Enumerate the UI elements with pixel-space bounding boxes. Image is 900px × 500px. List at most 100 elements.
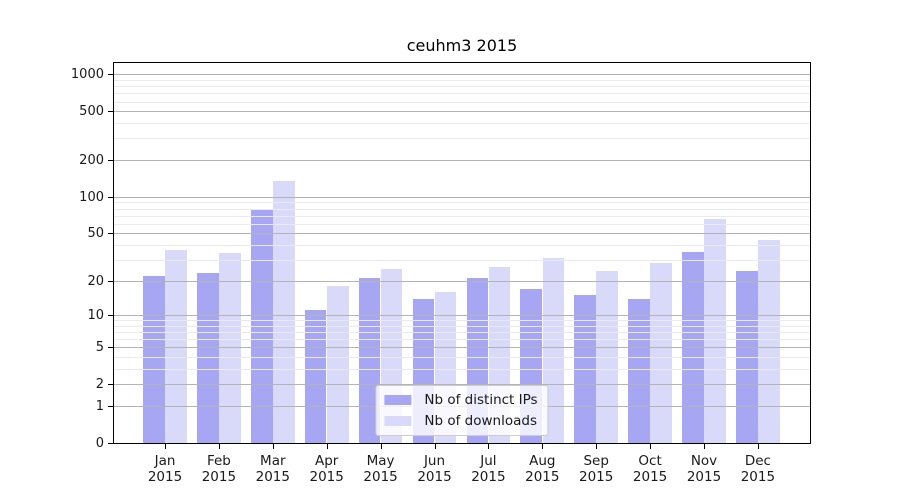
x-tick-label: Apr 2015: [292, 453, 362, 485]
legend-item-downloads: Nb of downloads: [384, 413, 537, 429]
year-label: 2015: [579, 469, 614, 485]
y-tick-label: 50: [87, 226, 104, 242]
minor-gridline: [114, 202, 810, 204]
x-tick-label: May 2015: [346, 453, 416, 485]
y-tick-label: 2: [95, 377, 104, 393]
x-tick-mark: [704, 444, 705, 449]
year-label: 2015: [686, 469, 722, 485]
major-gridline: [114, 111, 810, 113]
major-gridline: [114, 384, 810, 386]
month-label: Aug: [529, 453, 556, 469]
y-tick-mark: [108, 384, 113, 386]
month-label: Feb: [206, 453, 231, 469]
bar-downloads-mar: [273, 181, 295, 443]
y-tick-label: 1: [95, 399, 104, 415]
x-tick-label: Aug 2015: [507, 453, 577, 485]
major-gridline: [114, 196, 810, 198]
x-tick-label: Dec 2015: [723, 453, 793, 485]
x-tick-mark: [650, 444, 652, 449]
x-tick-label: Jul 2015: [453, 453, 523, 485]
year-label: 2015: [740, 469, 776, 485]
major-gridline: [114, 347, 810, 349]
month-label: Jul: [480, 453, 497, 469]
month-label: Nov: [690, 453, 718, 469]
minor-gridline: [114, 332, 810, 334]
bar-downloads-jan: [165, 250, 187, 443]
x-tick-label: Mar 2015: [238, 453, 308, 485]
minor-gridline: [114, 123, 810, 125]
minor-gridline: [114, 325, 810, 327]
x-tick-mark: [542, 444, 544, 449]
minor-gridline: [114, 208, 810, 210]
bar-downloads-oct: [650, 263, 672, 443]
y-tick-mark: [108, 347, 113, 349]
year-label: 2015: [255, 469, 290, 485]
year-label: 2015: [471, 469, 506, 485]
x-tick-mark: [326, 444, 328, 449]
y-tick-label: 0: [95, 436, 104, 451]
y-tick-mark: [108, 406, 113, 408]
minor-gridline: [114, 138, 810, 140]
bar-ips-feb: [197, 273, 219, 443]
minor-gridline: [114, 320, 810, 322]
y-tick-mark: [108, 160, 113, 162]
y-tick-mark: [108, 315, 113, 317]
bar-ips-apr: [304, 310, 327, 443]
x-tick-mark: [380, 444, 382, 449]
legend-label: Nb of distinct IPs: [424, 392, 538, 408]
major-gridline: [114, 233, 810, 235]
x-tick-mark: [165, 444, 166, 449]
minor-gridline: [114, 357, 810, 359]
month-label: Sep: [583, 453, 609, 469]
bar-downloads-dec: [758, 239, 780, 443]
bar-ips-jan: [143, 275, 165, 443]
month-label: Jan: [154, 453, 176, 469]
y-tick-label: 10: [87, 308, 104, 324]
year-label: 2015: [201, 469, 237, 485]
major-gridline: [114, 160, 810, 162]
y-tick-label: 1000: [70, 67, 104, 83]
x-tick-label: Jan 2015: [130, 453, 200, 485]
y-tick-label: 500: [79, 104, 104, 120]
x-tick-label: Jun 2015: [400, 453, 470, 485]
year-label: 2015: [632, 469, 668, 485]
bar-downloads-apr: [326, 285, 349, 443]
bar-ips-may: [358, 278, 381, 443]
legend-label: Nb of downloads: [424, 413, 537, 429]
month-label: Oct: [638, 453, 662, 469]
y-tick-label: 200: [79, 153, 104, 169]
month-label: Mar: [260, 453, 286, 469]
x-tick-mark: [272, 444, 274, 449]
month-label: May: [366, 453, 395, 469]
major-gridline: [114, 315, 810, 317]
minor-gridline: [114, 223, 810, 225]
y-tick-label: 20: [87, 273, 104, 289]
year-label: 2015: [417, 469, 452, 485]
x-tick-mark: [434, 444, 436, 449]
chart-title: ceuhm3 2015: [406, 36, 518, 55]
y-tick-label: 100: [79, 189, 104, 205]
minor-gridline: [114, 339, 810, 341]
legend-swatch-ips-icon: [384, 395, 412, 405]
y-tick-mark: [108, 111, 113, 113]
major-gridline: [114, 280, 810, 282]
minor-gridline: [114, 101, 810, 103]
legend: Nb of distinct IPs Nb of downloads: [375, 385, 549, 436]
y-tick-mark: [108, 196, 113, 198]
month-label: Apr: [315, 453, 339, 469]
year-label: 2015: [363, 469, 398, 485]
x-tick-mark: [488, 444, 490, 449]
x-tick-label: Oct 2015: [615, 453, 685, 485]
y-tick-label: 5: [95, 340, 104, 356]
minor-gridline: [114, 93, 810, 95]
x-tick-mark: [757, 444, 759, 449]
legend-item-distinct-ips: Nb of distinct IPs: [384, 392, 538, 408]
y-tick-mark: [108, 233, 113, 235]
minor-gridline: [114, 79, 810, 81]
x-tick-mark: [218, 444, 220, 449]
year-label: 2015: [309, 469, 344, 485]
year-label: 2015: [525, 469, 560, 485]
month-label: Dec: [744, 453, 771, 469]
minor-gridline: [114, 244, 810, 246]
